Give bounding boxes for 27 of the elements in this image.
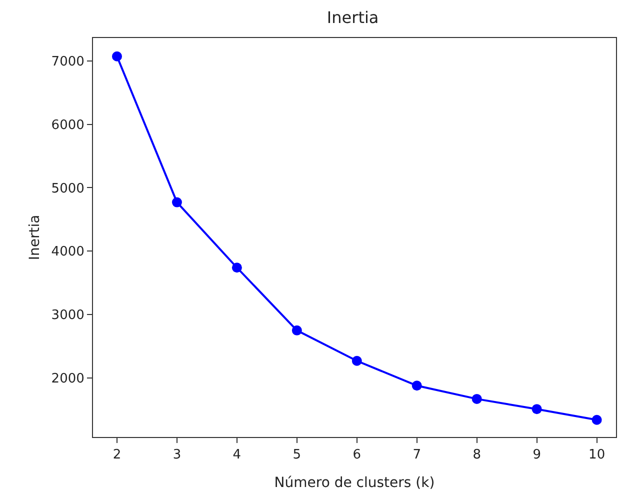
- x-tick-label: 7: [412, 448, 422, 463]
- chart-title: Inertia: [326, 8, 379, 27]
- x-tick-label: 2: [112, 448, 122, 463]
- x-tick-label: 5: [292, 448, 302, 463]
- y-tick-label: 3000: [51, 308, 84, 324]
- x-tick-label: 3: [172, 448, 182, 463]
- point: [112, 51, 122, 62]
- x-tick-label: 4: [232, 448, 242, 463]
- point: [592, 414, 602, 425]
- x-tick-label: 9: [532, 448, 541, 463]
- y-tick-label: 2000: [51, 372, 84, 387]
- point: [232, 262, 242, 273]
- point: [172, 197, 182, 208]
- y-tick-label: 6000: [51, 118, 84, 133]
- point: [472, 394, 482, 404]
- x-tick-label: 6: [352, 448, 362, 463]
- y-tick-label: 4000: [51, 244, 84, 260]
- y-tick-label: 7000: [51, 54, 84, 70]
- x-axis-title: Número de clusters (k): [274, 474, 435, 491]
- y-tick-label: 5000: [51, 181, 84, 196]
- point: [292, 325, 302, 336]
- x-tick-label: 10: [588, 448, 606, 463]
- point: [532, 404, 542, 414]
- y-axis-title: Inertia: [26, 214, 43, 260]
- point: [412, 380, 422, 391]
- point: [352, 356, 362, 366]
- x-tick-label: 8: [472, 448, 481, 463]
